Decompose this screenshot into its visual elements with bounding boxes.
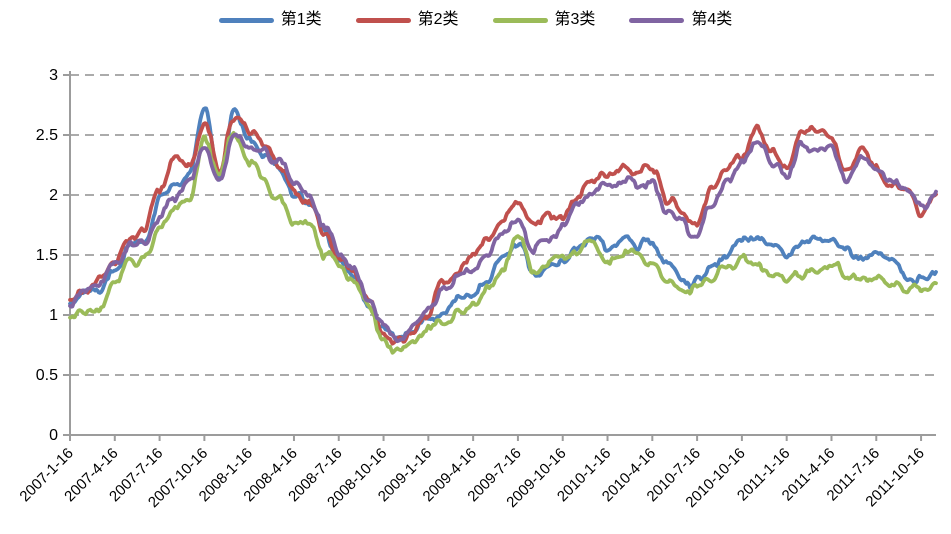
series-line-3 bbox=[68, 131, 938, 355]
legend-label-series-4: 第4类 bbox=[691, 11, 733, 28]
legend-item-series-1: 第1类 bbox=[218, 11, 322, 28]
y-tick-label: 2.5 bbox=[36, 127, 58, 144]
legend-item-series-4: 第4类 bbox=[629, 12, 732, 28]
legend-label-series-2: 第2类 bbox=[417, 11, 459, 28]
y-tick-label: 1 bbox=[49, 307, 58, 324]
x-tick-labels: 2007-1-162007-4-162007-7-162007-10-16200… bbox=[16, 435, 928, 511]
legend-label-series-3: 第3类 bbox=[554, 11, 596, 28]
y-tick-label: 3 bbox=[49, 67, 58, 84]
y-tick-labels: 0 0.5 1 1.5 2 2.5 3 bbox=[36, 67, 70, 444]
y-tick-label: 2 bbox=[49, 187, 58, 204]
legend-item-series-3: 第3类 bbox=[492, 11, 596, 28]
chart-legend: 第1类 第2类 第3类 第4类 bbox=[0, 12, 951, 28]
series-line-4 bbox=[68, 132, 938, 344]
legend-label-series-1: 第1类 bbox=[280, 11, 322, 28]
legend-swatch-series-2-icon bbox=[355, 17, 411, 23]
y-tick-label: 1.5 bbox=[36, 247, 58, 264]
legend-swatch-series-3-icon bbox=[492, 17, 548, 23]
axes bbox=[65, 71, 936, 436]
y-tick-label: 0.5 bbox=[36, 367, 58, 384]
legend-swatch-series-4-icon bbox=[629, 17, 685, 23]
legend-item-series-2: 第2类 bbox=[355, 11, 459, 28]
series-lines bbox=[68, 106, 938, 355]
y-tick-label: 0 bbox=[49, 427, 58, 444]
legend-swatch-series-1-icon bbox=[218, 17, 274, 23]
series-line-2 bbox=[68, 115, 938, 346]
